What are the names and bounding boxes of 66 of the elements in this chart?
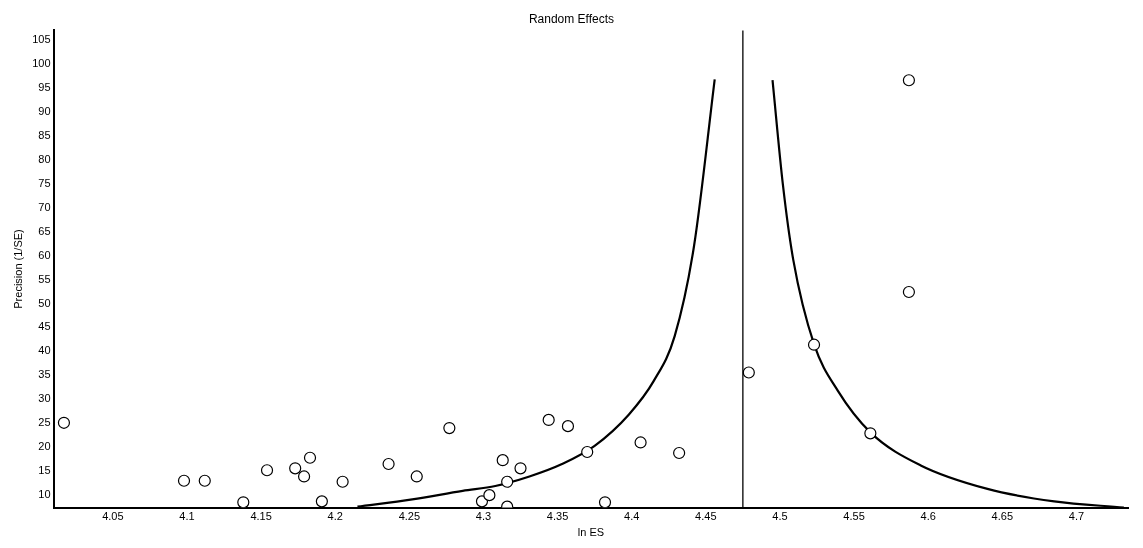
- y-tick-label: 65: [38, 224, 51, 237]
- x-tick-label: 4.4: [624, 510, 640, 523]
- point: [336, 475, 349, 488]
- point: [581, 445, 594, 459]
- point: [443, 421, 456, 435]
- point: [902, 74, 915, 87]
- y-tick-label: 85: [38, 128, 51, 141]
- y-tick-label: 10: [38, 488, 51, 501]
- y-tick-label: 25: [38, 416, 51, 429]
- x-tick-label: 4.45: [695, 510, 717, 523]
- x-tick-label: 4.15: [250, 510, 272, 523]
- y-tick-label: 60: [38, 248, 51, 261]
- point: [410, 470, 423, 483]
- point: [561, 420, 575, 433]
- y-tick-label: 50: [38, 296, 51, 309]
- point: [177, 474, 191, 487]
- y-tick-label: 55: [38, 272, 51, 285]
- x-tick-label: 4.3: [475, 510, 492, 523]
- point: [496, 454, 509, 467]
- y-tick-label: 75: [38, 176, 51, 189]
- point: [807, 338, 821, 351]
- point: [237, 496, 250, 508]
- y-tick-label: 30: [38, 392, 51, 405]
- point: [260, 464, 274, 477]
- y-tick-label: 20: [38, 440, 51, 453]
- x-tick-label: 4.35: [546, 510, 569, 523]
- point: [542, 413, 555, 427]
- x-tick-label: 4.2: [327, 510, 343, 523]
- x-tick-label: 4.05: [102, 510, 124, 523]
- point: [742, 366, 755, 379]
- y-tick-label: 95: [38, 80, 51, 93]
- point: [673, 446, 686, 460]
- y-tick-label: 105: [32, 33, 51, 46]
- point: [514, 462, 527, 475]
- y-tick-label: 90: [38, 104, 51, 117]
- x-tick-label: 4.55: [843, 510, 865, 523]
- point: [297, 470, 311, 483]
- x-tick-label: 4.65: [991, 510, 1014, 523]
- x-tick-label: 4.6: [920, 510, 936, 523]
- point: [902, 285, 915, 299]
- chart-title: Random Effects: [528, 11, 615, 26]
- y-axis-title: Precision (1/SE): [11, 229, 24, 309]
- y-tick-label: 70: [38, 200, 51, 213]
- point: [598, 496, 612, 508]
- x-tick-label: 4.5: [772, 510, 788, 523]
- point: [57, 416, 71, 429]
- point: [483, 489, 496, 502]
- point: [303, 451, 317, 464]
- point: [864, 427, 877, 440]
- y-tick-label: 40: [38, 344, 51, 357]
- y-tick-label: 35: [38, 368, 51, 381]
- point: [315, 495, 328, 508]
- y-tick-label: 15: [38, 464, 51, 477]
- point: [198, 474, 211, 487]
- y-tick-label: 45: [38, 320, 51, 333]
- x-axis-title: ln ES: [577, 526, 605, 539]
- point: [634, 436, 647, 449]
- x-tick-label: 4.1: [179, 510, 195, 523]
- point: [501, 475, 514, 488]
- x-tick-label: 4.7: [1068, 510, 1085, 523]
- y-tick-label: 100: [32, 56, 51, 69]
- point: [475, 495, 489, 508]
- y-tick-label: 80: [38, 152, 51, 165]
- point: [382, 457, 395, 471]
- point: [289, 462, 302, 475]
- x-tick-label: 4.25: [398, 510, 421, 523]
